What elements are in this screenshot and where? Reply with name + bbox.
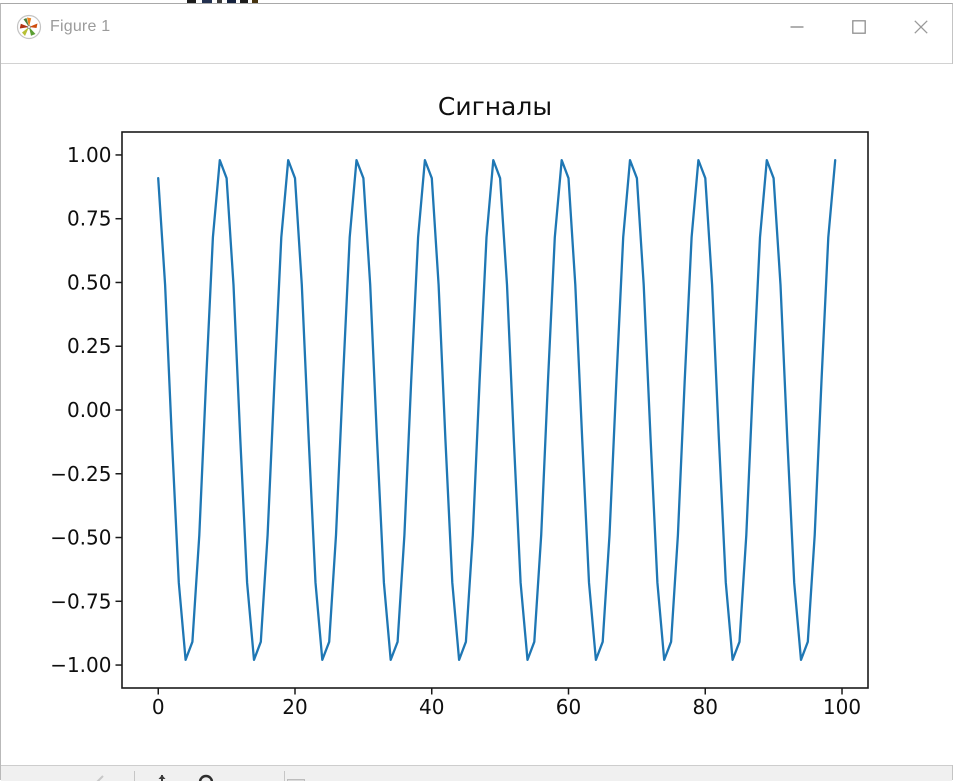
y-tick-label: 0.50 — [67, 270, 112, 294]
matplotlib-icon — [16, 14, 42, 40]
x-tick-label: 40 — [419, 695, 444, 719]
x-tick-label: 60 — [556, 695, 581, 719]
nav-toolbar — [1, 765, 952, 781]
window-title: Figure 1 — [50, 18, 110, 36]
signal-line — [158, 160, 835, 660]
minimize-button[interactable] — [766, 4, 828, 50]
y-tick-label: −0.50 — [50, 526, 111, 550]
axes-spines — [122, 132, 868, 688]
x-tick-label: 0 — [152, 695, 165, 719]
window-controls — [766, 4, 952, 50]
x-tick-label: 80 — [693, 695, 718, 719]
y-tick-label: 0.00 — [67, 398, 112, 422]
y-tick-label: 1.00 — [67, 143, 112, 167]
maximize-icon — [850, 18, 868, 36]
y-tick-label: 0.25 — [67, 334, 112, 358]
maximize-button[interactable] — [828, 4, 890, 50]
y-tick-label: −0.75 — [50, 589, 111, 613]
y-tick-label: −0.25 — [50, 462, 111, 486]
x-tick-label: 20 — [282, 695, 307, 719]
titlebar[interactable]: Figure 1 — [1, 4, 952, 50]
minimize-icon — [788, 18, 806, 36]
close-button[interactable] — [890, 4, 952, 50]
y-tick-label: −1.00 — [50, 653, 111, 677]
y-tick-label: 0.75 — [67, 207, 112, 231]
plot-svg: 0 20 40 60 80 100 1.00 0.75 0.50 0.25 0.00 −0.25 −0.… — [1, 64, 954, 765]
close-icon — [912, 18, 930, 36]
x-tick-label: 100 — [823, 695, 861, 719]
